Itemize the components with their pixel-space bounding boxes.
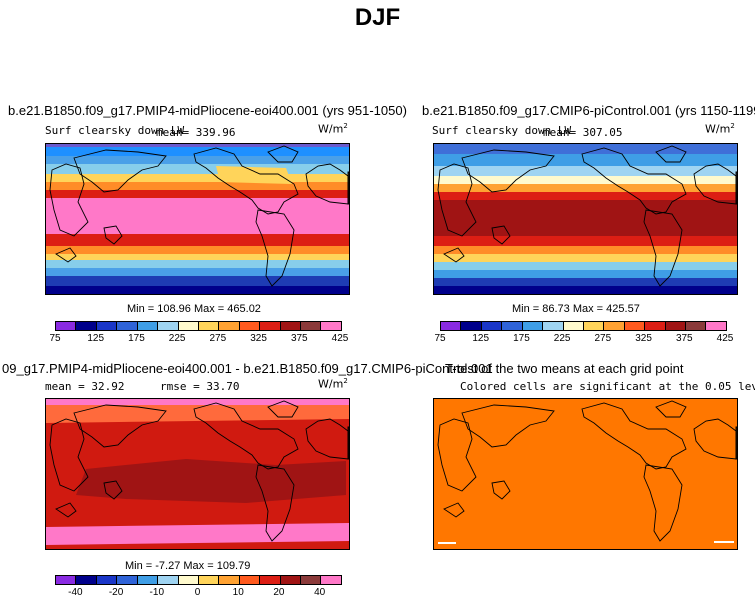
panel3-units: W/m2: [318, 377, 348, 391]
panel2-colorbar-labels: 75 125 175 225 275 325 375 425: [434, 333, 733, 345]
panel3-minmax: Min = -7.27 Max = 109.79: [125, 560, 251, 572]
colorbar-tick-label: 425: [716, 333, 734, 344]
colorbar-tick-label: 325: [250, 333, 267, 344]
panel2-minmax: Min = 86.73 Max = 425.57: [512, 303, 640, 315]
panel3-title: 09_g17.PMIP4-midPliocene-eoi400.001 - b.…: [2, 361, 493, 376]
panel1-units: W/m2: [318, 122, 348, 136]
panel3-map: [45, 398, 350, 550]
colorbar-tick-label: 75: [49, 333, 61, 344]
panel3-rmse: rmse = 33.70: [160, 380, 240, 393]
colorbar-tick-label: 275: [209, 333, 227, 344]
colorbar-tick-label: 175: [513, 333, 530, 344]
colorbar-tick-label: 375: [290, 333, 308, 344]
colorbar-tick-label: -20: [108, 587, 124, 598]
panel2-colorbar: [440, 321, 727, 331]
colorbar-tick-label: 10: [232, 587, 244, 598]
colorbar-tick-label: 40: [314, 587, 326, 598]
colorbar-tick-label: 425: [331, 333, 349, 344]
panel1-mean: mean= 339.96: [156, 126, 236, 139]
panel1-minmax: Min = 108.96 Max = 465.02: [127, 303, 261, 315]
panel1-map: [45, 143, 350, 295]
colorbar-tick-label: 0: [194, 587, 201, 598]
panel1-variable: Surf clearsky down LW: [45, 124, 185, 137]
colorbar-tick-label: -10: [149, 587, 165, 598]
colorbar-tick-label: 125: [87, 333, 105, 344]
colorbar-tick-label: 125: [472, 333, 490, 344]
panel3-colorbar-labels: -40 -20 -10 0 10 20 40: [55, 587, 340, 599]
panel2-title: b.e21.B1850.f09_g17.CMIP6-piControl.001 …: [422, 103, 755, 118]
figure-title: DJF: [354, 4, 401, 31]
panel1-title: b.e21.B1850.f09_g17.PMIP4-midPliocene-eo…: [8, 103, 407, 118]
panel2-mean: mean= 307.05: [543, 126, 623, 139]
panel2-map: [433, 143, 738, 295]
colorbar-tick-label: 20: [273, 587, 285, 598]
panel2-units: W/m2: [705, 122, 735, 136]
colorbar-tick-label: 225: [553, 333, 571, 344]
panel4-map: [433, 398, 738, 550]
colorbar-tick-label: -40: [68, 587, 83, 598]
panel3-mean: mean = 32.92: [45, 380, 125, 393]
panel2-variable: Surf clearsky down LW: [432, 124, 572, 137]
colorbar-tick-label: 275: [594, 333, 612, 344]
colorbar-tick-label: 375: [675, 333, 693, 344]
colorbar-tick-label: 75: [434, 333, 446, 344]
panel4-title: T-test of the two means at each grid poi…: [445, 361, 684, 376]
colorbar-tick-label: 225: [168, 333, 186, 344]
panel4-subtitle: Colored cells are significant at the 0.0…: [460, 380, 755, 393]
panel1-colorbar-labels: 75 125 175 225 275 325 375 425: [49, 333, 348, 345]
panel1-colorbar: [55, 321, 342, 331]
colorbar-tick-label: 175: [128, 333, 145, 344]
panel3-colorbar: [55, 575, 342, 585]
colorbar-tick-label: 325: [635, 333, 652, 344]
